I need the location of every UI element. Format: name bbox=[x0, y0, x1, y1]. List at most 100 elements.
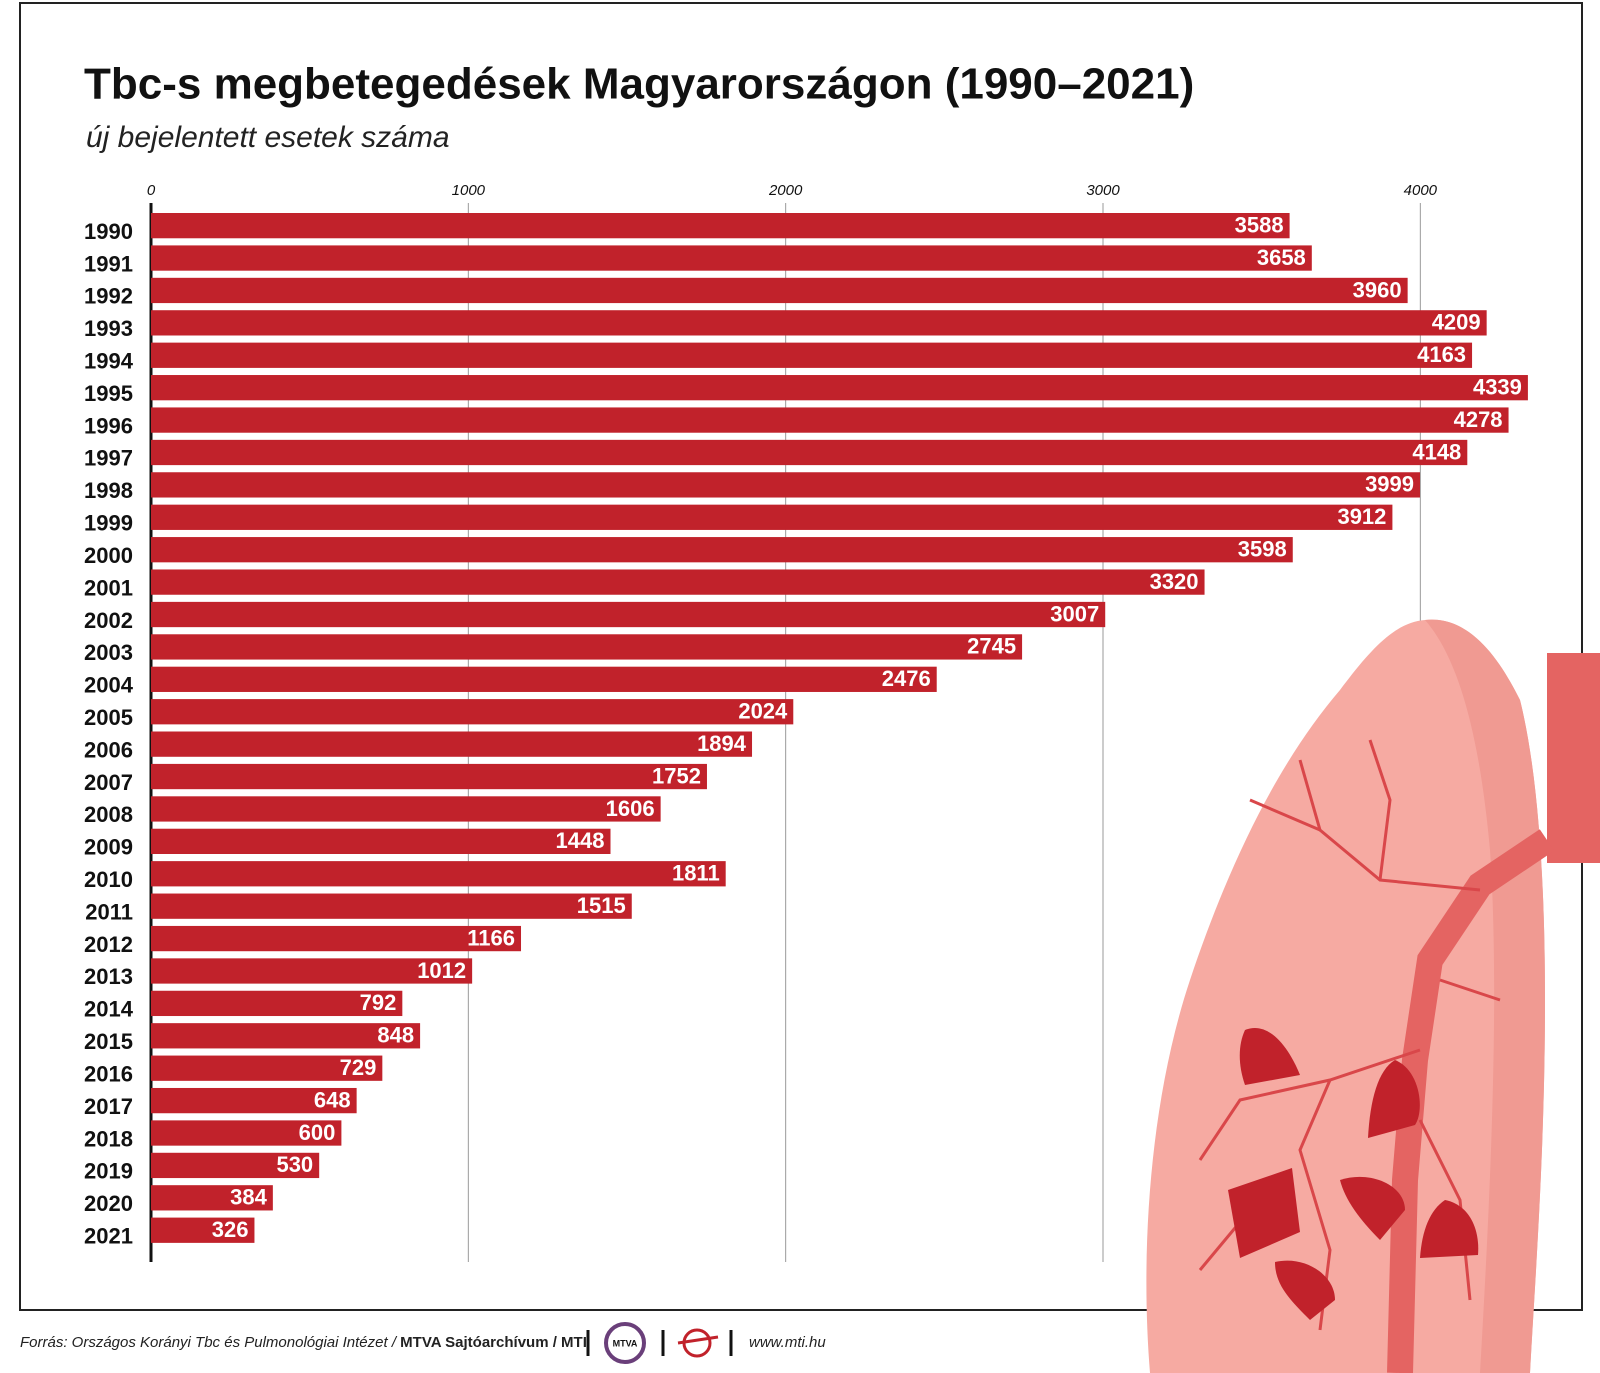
footer-source: Forrás: Országos Korányi Tbc és Pulmonol… bbox=[20, 1334, 587, 1351]
y-tick-label: 1994 bbox=[84, 349, 134, 374]
bar bbox=[151, 634, 1023, 660]
bar bbox=[151, 1120, 342, 1146]
bar bbox=[151, 1055, 383, 1081]
bronchus bbox=[1387, 829, 1555, 1373]
y-tick-label: 2012 bbox=[84, 932, 133, 957]
value-label: 1811 bbox=[672, 861, 720, 886]
value-label: 4278 bbox=[1454, 407, 1503, 432]
bar bbox=[151, 666, 937, 692]
value-label: 848 bbox=[377, 1023, 414, 1048]
bar bbox=[151, 439, 1468, 466]
bar bbox=[151, 731, 753, 757]
value-label: 3320 bbox=[1150, 569, 1199, 594]
lesion bbox=[1275, 1260, 1335, 1320]
y-tick-label: 2013 bbox=[84, 964, 133, 989]
bar bbox=[151, 504, 1393, 530]
bar bbox=[151, 342, 1473, 368]
logo-mtva bbox=[604, 1322, 646, 1364]
y-tick-label: 2003 bbox=[84, 640, 133, 665]
bar bbox=[151, 601, 1106, 628]
value-label: 1166 bbox=[467, 925, 515, 950]
value-label: 1752 bbox=[652, 763, 701, 788]
bar bbox=[151, 569, 1205, 595]
value-label: 3912 bbox=[1337, 504, 1386, 529]
y-tick-label: 1995 bbox=[84, 381, 133, 406]
value-label: 2024 bbox=[738, 699, 788, 724]
bar bbox=[151, 472, 1421, 498]
bar bbox=[151, 861, 726, 887]
y-tick-label: 2002 bbox=[84, 608, 133, 633]
value-label: 2745 bbox=[967, 634, 1016, 659]
lung-shade bbox=[1425, 619, 1545, 1373]
y-tick-label: 2009 bbox=[84, 835, 133, 860]
lesion bbox=[1228, 1168, 1300, 1258]
y-tick-label: 2018 bbox=[84, 1126, 133, 1151]
bar bbox=[151, 1152, 320, 1179]
bar bbox=[151, 893, 632, 919]
value-label: 3598 bbox=[1238, 537, 1287, 562]
y-tick-label: 2007 bbox=[84, 770, 133, 795]
value-label: 648 bbox=[314, 1087, 351, 1112]
publisher: MTVA Sajtóarchívum / MTI bbox=[400, 1334, 587, 1351]
value-label: 1448 bbox=[556, 828, 605, 853]
bar bbox=[151, 245, 1312, 271]
x-tick-label: 2000 bbox=[768, 182, 803, 199]
bar bbox=[151, 537, 1293, 563]
trachea bbox=[1547, 653, 1600, 863]
y-tick-label: 1998 bbox=[84, 478, 133, 503]
bar bbox=[151, 925, 522, 952]
y-tick-label: 2011 bbox=[85, 899, 133, 924]
x-tick-label: 3000 bbox=[1086, 182, 1120, 199]
lesion bbox=[1420, 1200, 1479, 1258]
y-tick-label: 2000 bbox=[84, 543, 133, 568]
x-tick-label: 4000 bbox=[1404, 182, 1438, 199]
value-label: 600 bbox=[299, 1120, 336, 1145]
value-label: 3658 bbox=[1257, 245, 1306, 270]
y-tick-label: 1993 bbox=[84, 316, 133, 341]
y-tick-label: 2006 bbox=[84, 737, 133, 762]
bar bbox=[151, 1087, 357, 1114]
y-tick-label: 1992 bbox=[84, 284, 133, 309]
y-tick-label: 2017 bbox=[84, 1094, 133, 1119]
value-label: 729 bbox=[340, 1055, 377, 1080]
bar bbox=[151, 277, 1408, 304]
bar bbox=[151, 375, 1528, 401]
lesion bbox=[1239, 1028, 1300, 1085]
logo-mti-stroke bbox=[677, 1335, 719, 1345]
y-tick-label: 1991 bbox=[84, 251, 133, 276]
value-label: 3588 bbox=[1235, 212, 1284, 237]
bar bbox=[151, 990, 403, 1017]
y-tick-label: 1999 bbox=[84, 511, 133, 536]
value-label: 2476 bbox=[882, 666, 931, 691]
lung-illustration bbox=[1146, 619, 1600, 1373]
bar bbox=[151, 310, 1487, 336]
logo-text: MTVA bbox=[613, 1338, 638, 1348]
value-label: 1894 bbox=[697, 731, 747, 756]
y-tick-label: 2020 bbox=[84, 1191, 133, 1216]
lesion bbox=[1340, 1176, 1405, 1240]
bar bbox=[151, 958, 473, 984]
y-tick-label: 2004 bbox=[84, 673, 134, 698]
bar bbox=[151, 699, 794, 725]
value-label: 4148 bbox=[1412, 439, 1461, 464]
bar bbox=[151, 1185, 273, 1211]
x-tick-label: 0 bbox=[147, 182, 156, 199]
y-tick-label: 2010 bbox=[84, 867, 133, 892]
chart-title: Tbc-s megbetegedések Magyarországon (199… bbox=[84, 60, 1194, 109]
y-tick-label: 2021 bbox=[84, 1223, 133, 1248]
website: www.mti.hu bbox=[749, 1334, 826, 1351]
value-label: 1012 bbox=[417, 958, 466, 983]
value-label: 3007 bbox=[1050, 601, 1099, 626]
value-label: 4209 bbox=[1432, 310, 1481, 335]
bar bbox=[151, 763, 707, 790]
y-tick-label: 2001 bbox=[84, 575, 133, 600]
y-tick-label: 2008 bbox=[84, 802, 133, 827]
value-label: 4339 bbox=[1473, 374, 1522, 399]
x-tick-label: 1000 bbox=[452, 182, 486, 199]
value-label: 1515 bbox=[577, 893, 626, 918]
bars: 1990 3588 1991 3658 1992 3960 1993 4209 1994 4163… bbox=[84, 212, 1528, 1248]
value-label: 326 bbox=[212, 1217, 249, 1242]
value-label: 384 bbox=[230, 1185, 267, 1210]
source: Forrás: Országos Korányi Tbc és Pulmonol… bbox=[20, 1334, 398, 1351]
